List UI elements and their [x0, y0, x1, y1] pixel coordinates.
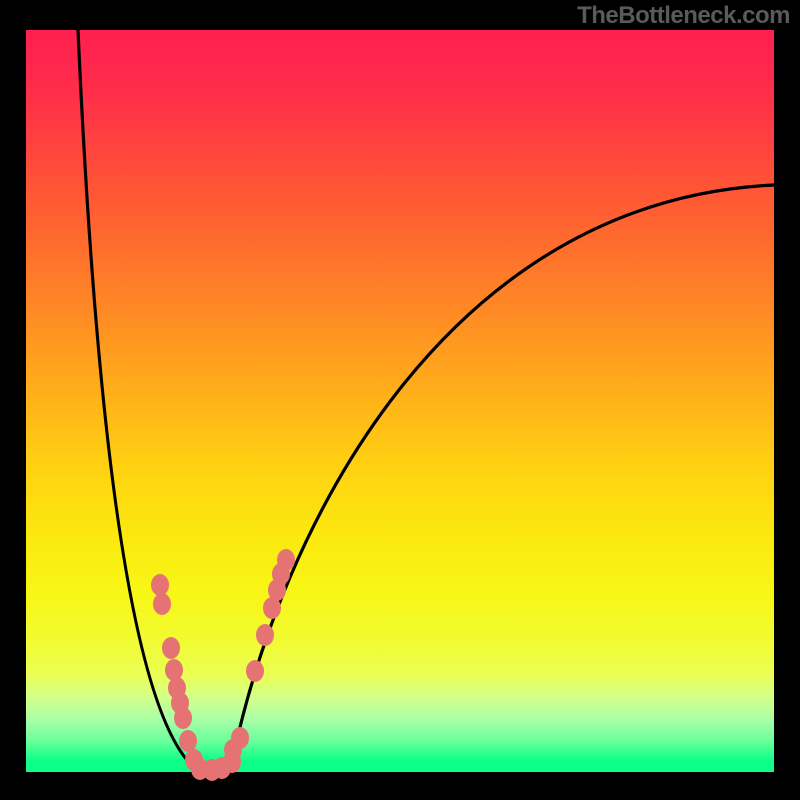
data-marker	[246, 660, 264, 682]
watermark-text: TheBottleneck.com	[577, 2, 790, 30]
data-marker	[174, 707, 192, 729]
data-marker	[256, 624, 274, 646]
chart-container: TheBottleneck.com	[0, 0, 800, 800]
data-marker	[151, 574, 169, 596]
data-marker	[277, 549, 295, 571]
bottleneck-curve-plot	[0, 0, 800, 800]
plot-background	[26, 30, 774, 772]
data-marker	[231, 727, 249, 749]
data-marker	[179, 730, 197, 752]
data-marker	[162, 637, 180, 659]
data-marker	[153, 593, 171, 615]
